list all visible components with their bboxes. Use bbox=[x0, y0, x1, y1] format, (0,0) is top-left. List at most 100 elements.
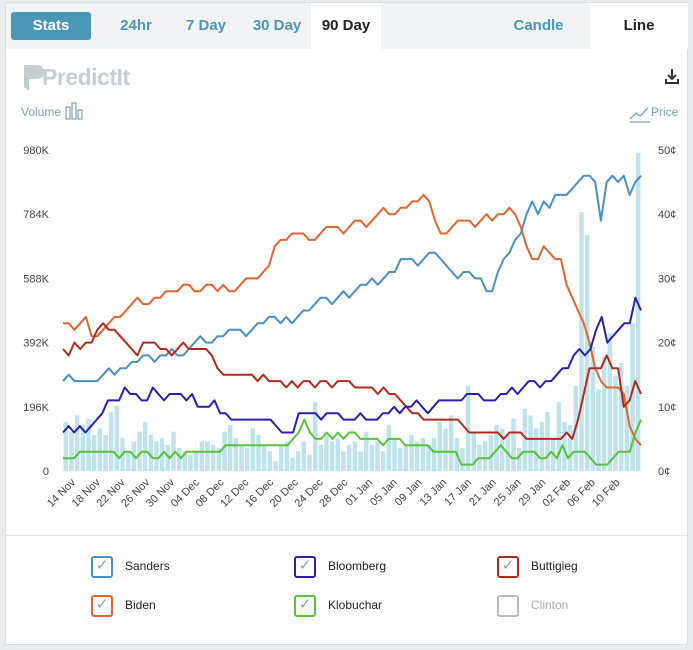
volume-bar bbox=[596, 389, 601, 471]
volume-bar bbox=[460, 448, 465, 471]
volume-bar bbox=[205, 441, 210, 471]
tab-24hr[interactable]: 24hr bbox=[120, 17, 152, 34]
volume-bar bbox=[295, 451, 301, 471]
volume-bar bbox=[556, 402, 562, 471]
volume-bar bbox=[511, 418, 516, 471]
download-tray bbox=[665, 79, 679, 84]
volume-bar bbox=[431, 438, 437, 471]
y-right-tick-label: 0¢ bbox=[658, 466, 670, 478]
volume-bar bbox=[482, 441, 488, 471]
y-right-tick-label: 30¢ bbox=[658, 273, 676, 285]
volume-bar bbox=[624, 385, 630, 471]
y-left-tick-label: 588K bbox=[23, 273, 49, 285]
volume-bar bbox=[250, 428, 256, 471]
volume-bar bbox=[261, 444, 267, 471]
volume-bar bbox=[567, 425, 573, 471]
volume-bar bbox=[307, 454, 312, 471]
legend-checkbox[interactable]: ✓ bbox=[497, 556, 519, 578]
volume-bar bbox=[471, 431, 477, 471]
check-icon: ✓ bbox=[95, 596, 109, 613]
volume-bar bbox=[108, 412, 114, 471]
volume-bar bbox=[74, 415, 80, 471]
chart-svg: PredictIt Volume Price 980K 784K 588K 392K 1… bbox=[21, 64, 679, 510]
download-icon[interactable] bbox=[665, 69, 679, 84]
volume-bar bbox=[579, 212, 584, 472]
volume-bar bbox=[392, 438, 397, 471]
volume-bar bbox=[601, 356, 607, 471]
volume-bar bbox=[397, 448, 403, 471]
legend-checkbox[interactable]: ✓ bbox=[91, 556, 113, 578]
volume-bar bbox=[386, 425, 392, 471]
legend-checkbox[interactable]: ✓ bbox=[91, 595, 113, 617]
volume-bar bbox=[216, 448, 222, 471]
legend-checkbox[interactable]: ✓ bbox=[294, 556, 316, 578]
volume-bar bbox=[312, 402, 318, 471]
tab-7-day[interactable]: 7 Day bbox=[185, 17, 227, 34]
volume-bar bbox=[346, 444, 352, 471]
x-tick-label: 25 Jan bbox=[492, 477, 524, 509]
volume-bar bbox=[352, 441, 358, 471]
volume-bar bbox=[176, 448, 182, 471]
volume-bar bbox=[86, 418, 91, 471]
legend-label: Sanders bbox=[125, 559, 170, 573]
volume-bar bbox=[414, 441, 420, 471]
y-left-tick-label: 196K bbox=[23, 402, 49, 414]
volume-bar bbox=[618, 362, 624, 471]
download-arrow bbox=[667, 69, 677, 81]
volume-bar bbox=[443, 428, 448, 471]
logo-mark-icon bbox=[24, 65, 44, 91]
volume-toggle[interactable]: Volume bbox=[21, 102, 83, 120]
y-left-tick-label: 784K bbox=[23, 209, 49, 221]
y-left-tick-label: 392K bbox=[23, 338, 49, 350]
legend-label: Buttigieg bbox=[531, 559, 578, 573]
volume-bar bbox=[380, 451, 386, 471]
volume-bars-icon bbox=[65, 102, 83, 120]
volume-bar bbox=[499, 428, 505, 471]
volume-bar bbox=[91, 434, 97, 471]
legend-label: Clinton bbox=[531, 598, 569, 612]
volume-bar bbox=[630, 323, 635, 471]
volume-bar bbox=[488, 434, 494, 471]
series-line-klobuchar bbox=[63, 418, 642, 466]
volume-bar bbox=[522, 408, 528, 471]
x-tick-label: 17 Jan bbox=[442, 477, 474, 509]
volume-bar bbox=[329, 441, 335, 471]
x-tick-label: 10 Feb bbox=[590, 477, 623, 510]
volume-bar bbox=[171, 431, 176, 471]
volume-bar bbox=[545, 412, 550, 471]
tab-90-day[interactable]: 90 Day bbox=[311, 3, 381, 49]
x-tick-label: 28 Dec bbox=[317, 476, 350, 509]
y-left-tick-label: 980K bbox=[23, 145, 49, 157]
volume-bar bbox=[562, 421, 567, 471]
volume-bar bbox=[103, 434, 108, 471]
volume-bar bbox=[69, 431, 74, 471]
x-tick-label: 13 Jan bbox=[418, 477, 450, 509]
tab-stats[interactable]: Stats bbox=[11, 12, 91, 40]
tab-candle[interactable]: Candle bbox=[513, 17, 564, 34]
x-tick-label: 01 Jan bbox=[343, 477, 375, 509]
volume-bar bbox=[165, 444, 171, 471]
volume-bar bbox=[114, 405, 120, 471]
price-toggle[interactable]: Price bbox=[629, 105, 679, 123]
price-label: Price bbox=[651, 105, 679, 119]
legend-checkbox[interactable] bbox=[497, 595, 519, 617]
volume-bar bbox=[403, 444, 409, 471]
volume-bar bbox=[494, 425, 499, 471]
legend: ✓ Sanders ✓ Bloomberg ✓ Buttigieg ✓ Biden ✓ Klobu… bbox=[6, 535, 687, 644]
volume-bar bbox=[448, 415, 454, 471]
volume-bar bbox=[182, 451, 188, 471]
volume-bar bbox=[256, 434, 261, 471]
legend-checkbox[interactable]: ✓ bbox=[294, 595, 316, 617]
volume-bar bbox=[210, 444, 216, 471]
volume-bar bbox=[528, 415, 533, 471]
volume-bar bbox=[290, 457, 295, 471]
tab-30-day[interactable]: 30 Day bbox=[252, 17, 302, 34]
volume-bar bbox=[465, 385, 471, 471]
legend-label: Klobuchar bbox=[328, 598, 383, 612]
volume-bar bbox=[239, 444, 244, 471]
volume-bar bbox=[284, 441, 290, 471]
tab-line[interactable]: Line bbox=[590, 3, 688, 49]
volume-bar bbox=[80, 425, 86, 471]
volume-bar bbox=[222, 431, 227, 471]
y-left-tick-label: 0 bbox=[43, 466, 49, 478]
